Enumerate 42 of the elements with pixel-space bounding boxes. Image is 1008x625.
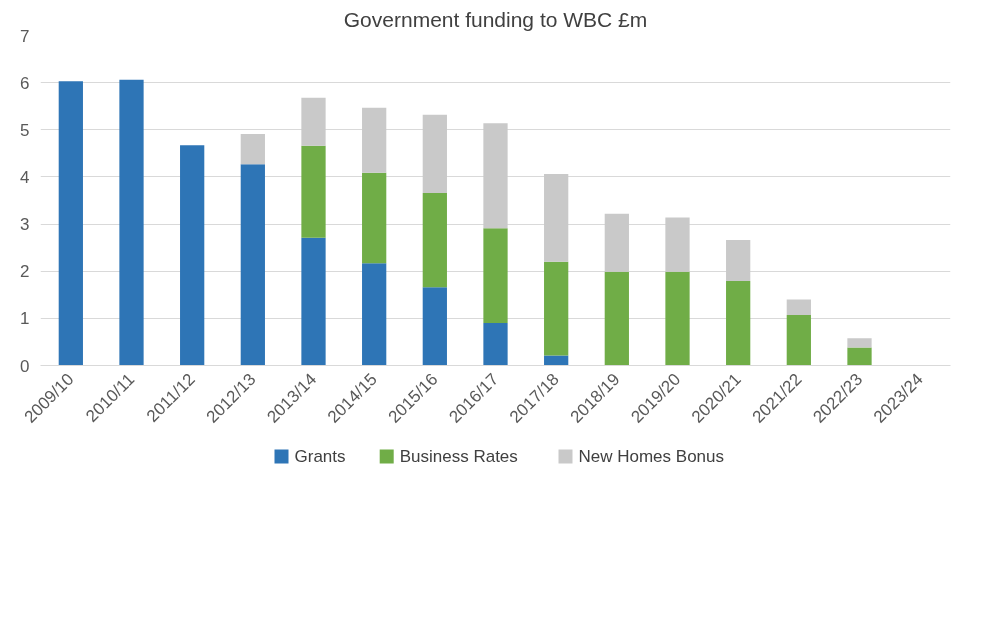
bar [726,240,751,282]
y-tick-label: 7 [20,26,30,46]
bar [301,145,326,238]
bar [847,338,872,348]
y-tick-label: 6 [20,73,30,93]
bar [240,164,265,366]
bar [483,323,508,366]
bar [786,315,811,366]
bar [422,287,447,366]
y-tick-label: 4 [20,167,30,187]
legend-label: New Homes Bonus [578,447,725,466]
bar [119,79,144,366]
bar [544,174,569,262]
y-tick-label: 2 [20,262,30,282]
y-tick-label: 1 [20,309,30,329]
legend-label: Grants [294,447,346,466]
bar [180,145,205,366]
bar [301,97,326,146]
bar [604,271,629,366]
bar [422,114,447,193]
bar [665,217,690,272]
y-tick-label: 0 [20,356,30,376]
bar [240,134,265,165]
bar [301,237,326,366]
bar [483,123,508,229]
bar [786,299,811,316]
bar [665,271,690,366]
y-tick-label: 5 [20,120,30,140]
bar [483,228,508,324]
bar [544,355,569,366]
bar [362,172,387,264]
chart-title: Government funding to WBC £m [343,7,648,31]
bar [604,213,629,272]
bar [726,281,751,366]
bar [362,263,387,366]
bar [544,261,569,356]
bar [422,192,447,288]
legend-label: Business Rates [399,447,518,466]
bar [362,107,387,173]
bar [58,81,83,366]
y-tick-label: 3 [20,215,30,235]
bar [847,347,872,366]
